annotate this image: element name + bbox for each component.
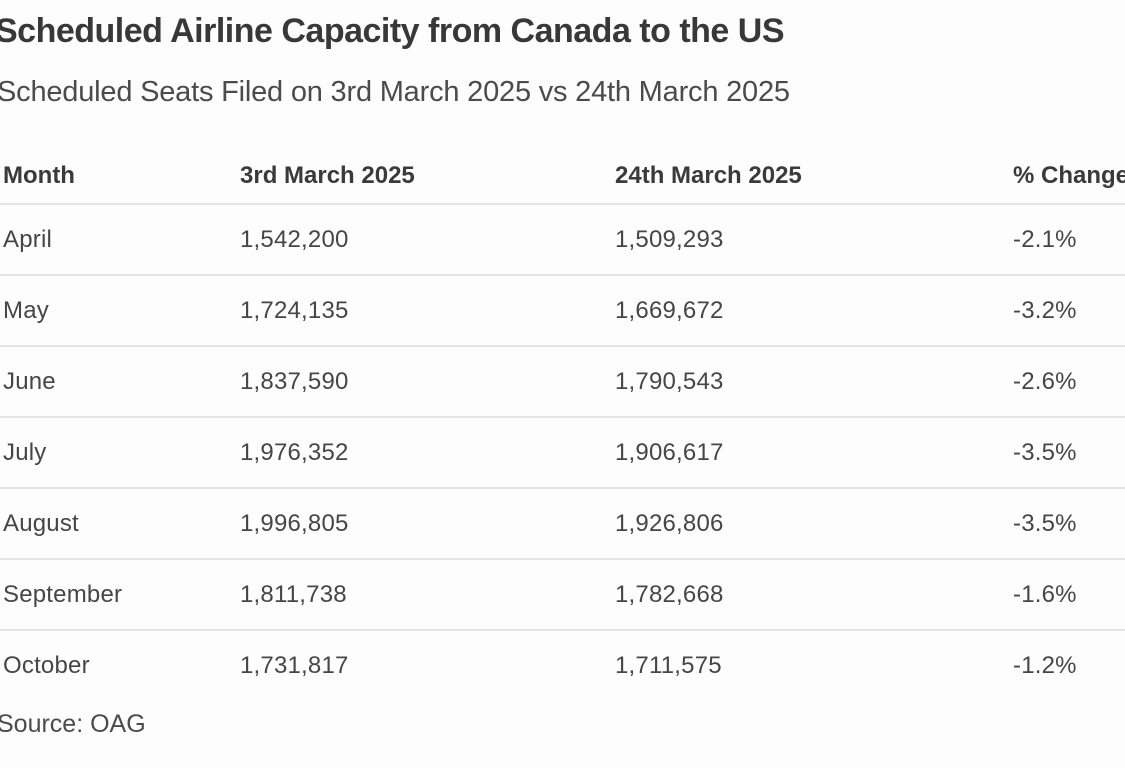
table-row-september: September 1,811,738 1,782,668 -1.6% [0,560,1125,631]
column-header-3rd-march: 3rd March 2025 [240,161,415,189]
table-cell-month: August [3,509,79,537]
page-subtitle: Scheduled Seats Filed on 3rd March 2025 … [0,76,790,108]
column-header-month: Month [3,161,75,189]
table-row-june: June 1,837,590 1,790,543 -2.6% [0,347,1125,418]
table-cell-seats-3rd: 1,811,738 [240,580,347,608]
page-title: Scheduled Airline Capacity from Canada t… [0,12,785,50]
table-row-april: April 1,542,200 1,509,293 -2.1% [0,205,1125,276]
table-cell-pct-change: -2.6% [1013,367,1077,395]
table-cell-pct-change: -3.5% [1013,509,1077,537]
table-cell-seats-24th: 1,926,806 [615,509,724,537]
table-cell-seats-24th: 1,711,575 [615,651,722,679]
table-cell-pct-change: -3.2% [1013,296,1077,324]
table-cell-seats-3rd: 1,837,590 [240,367,349,395]
table-cell-seats-3rd: 1,731,817 [240,651,349,679]
table-cell-month: June [3,367,56,395]
table-cell-seats-24th: 1,509,293 [615,225,724,253]
table-row-may: May 1,724,135 1,669,672 -3.2% [0,276,1125,347]
table-cell-seats-24th: 1,782,668 [615,580,724,608]
table-cell-seats-24th: 1,790,543 [615,367,724,395]
table-cell-month: July [3,438,47,466]
table-cell-month: May [3,296,49,324]
table-cell-month: October [3,651,90,679]
table-cell-pct-change: -3.5% [1013,438,1077,466]
table-cell-seats-3rd: 1,996,805 [240,509,349,537]
table-cell-pct-change: -2.1% [1013,225,1077,253]
table-cell-pct-change: -1.6% [1013,580,1077,608]
table-row-july: July 1,976,352 1,906,617 -3.5% [0,418,1125,489]
table-cell-pct-change: -1.2% [1013,651,1077,679]
table-header-row: Month 3rd March 2025 24th March 2025 % C… [0,148,1125,205]
table-cell-seats-24th: 1,906,617 [615,438,724,466]
table-cell-month: September [3,580,123,608]
table-cell-seats-3rd: 1,976,352 [240,438,349,466]
table-cell-month: April [3,225,53,253]
table-cell-seats-3rd: 1,542,200 [240,225,349,253]
table-row-october: October 1,731,817 1,711,575 -1.2% [0,631,1125,700]
capacity-table: Month 3rd March 2025 24th March 2025 % C… [0,148,1125,700]
source-note: Source: OAG [0,710,146,738]
table-row-august: August 1,996,805 1,926,806 -3.5% [0,489,1125,560]
table-cell-seats-3rd: 1,724,135 [240,296,349,324]
column-header-24th-march: 24th March 2025 [615,161,802,189]
column-header-pct-change: % Change [1013,161,1125,189]
table-cell-seats-24th: 1,669,672 [615,296,724,324]
